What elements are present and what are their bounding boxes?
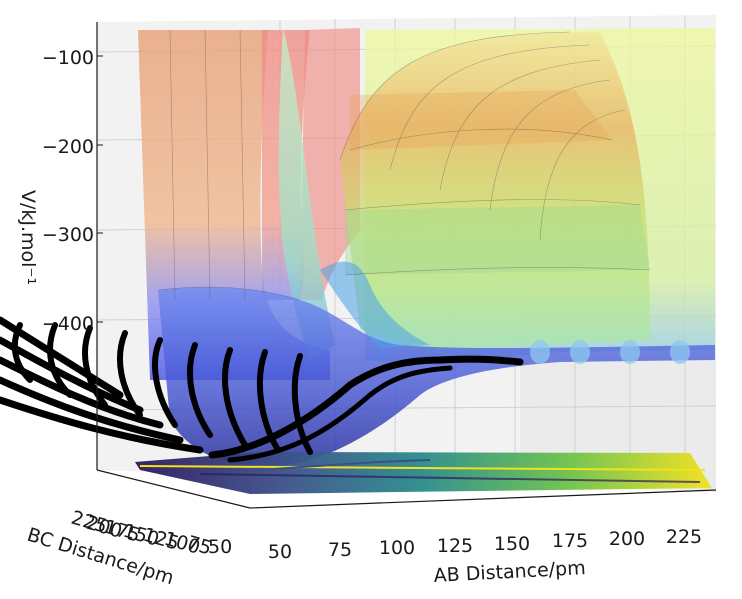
y-axis: 225 200 175 150 125 100 75 50 BC Distanc…	[25, 507, 233, 590]
x-tick-label: 200	[609, 528, 645, 550]
z-tick-label: −400	[42, 313, 94, 335]
z-axis: −100 −200 −300 −400 V/kJ.mol⁻¹	[17, 47, 103, 335]
x-tick-label: 100	[379, 537, 415, 559]
trajectory-series	[0, 316, 524, 463]
x-tick-label: 150	[494, 533, 530, 555]
x-tick-label: 175	[552, 530, 588, 552]
z-tick-label: −200	[42, 136, 94, 158]
z-axis-label: V/kJ.mol⁻¹	[17, 190, 39, 285]
z-tick-label: −300	[42, 224, 94, 246]
z-tick-label: −100	[42, 47, 94, 69]
y-tick-label: 50	[208, 536, 232, 558]
x-axis-label: AB Distance/pm	[433, 557, 586, 587]
x-tick-label: 125	[437, 535, 473, 557]
contour-projection	[135, 452, 712, 494]
x-tick-label: 75	[328, 539, 352, 561]
x-tick-label: 225	[666, 526, 702, 548]
axis-lines	[96, 22, 717, 509]
x-tick-label: 50	[268, 541, 292, 563]
x-axis: 50 75 100 125 150 175 200 225 AB Distanc…	[268, 526, 702, 587]
